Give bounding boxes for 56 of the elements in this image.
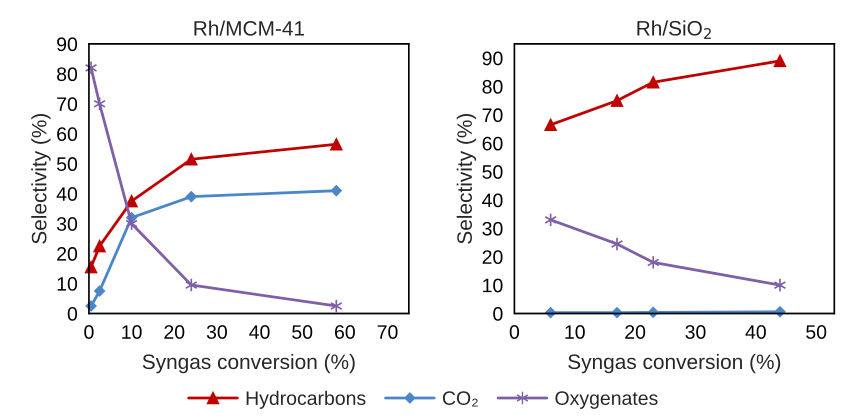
chart-title: Rh/SiO$_{2}$ bbox=[637, 20, 711, 39]
y-tick-label: 90 bbox=[57, 37, 78, 52]
y-tick-label: 0 bbox=[493, 306, 503, 321]
x-axis-title: Syngas conversion (%) bbox=[142, 354, 355, 374]
y-tick-label: 40 bbox=[56, 187, 78, 201]
x-tick-label: 60 bbox=[335, 325, 355, 339]
point bbox=[185, 152, 198, 166]
x-tick-label: 10 bbox=[565, 325, 585, 339]
y-tick-label: 20 bbox=[482, 250, 503, 264]
y-tick-label: 80 bbox=[482, 80, 503, 94]
y-tick-label: 70 bbox=[57, 97, 78, 112]
point bbox=[544, 118, 557, 132]
x-tick-label: 20 bbox=[625, 325, 646, 339]
point bbox=[330, 138, 343, 150]
legend-label: CO₂ bbox=[442, 391, 478, 406]
x-tick-label: 40 bbox=[249, 325, 270, 339]
point bbox=[610, 94, 624, 107]
point bbox=[646, 76, 660, 88]
x-tick-label: 0 bbox=[510, 325, 520, 339]
chart-title: Rh/MCM-41 bbox=[194, 20, 304, 36]
legend-label: Hydrocarbons bbox=[246, 390, 366, 409]
point bbox=[774, 54, 786, 68]
y-tick-label: 60 bbox=[57, 127, 78, 141]
y-tick-label: 60 bbox=[482, 136, 503, 150]
x-tick-label: 50 bbox=[292, 325, 312, 339]
x-tick-label: 20 bbox=[164, 325, 184, 339]
y-tick-label: 50 bbox=[482, 165, 503, 179]
y-tick-label: 0 bbox=[68, 306, 78, 321]
legend-label: Oxygenates bbox=[555, 391, 658, 409]
x-tick-label: 40 bbox=[745, 325, 766, 339]
point bbox=[93, 240, 106, 252]
y-tick-label: 40 bbox=[482, 193, 503, 208]
point bbox=[186, 191, 197, 202]
point bbox=[610, 236, 624, 252]
point bbox=[94, 285, 106, 297]
y-tick-label: 90 bbox=[482, 52, 503, 66]
x-tick-label: 50 bbox=[806, 325, 826, 339]
point bbox=[330, 185, 342, 196]
x-tick-label: 0 bbox=[84, 325, 94, 339]
x-axis-title: Syngas conversion (%) bbox=[568, 354, 780, 374]
y-tick-label: 20 bbox=[57, 247, 78, 261]
y-axis-title: Selectivity (%) bbox=[31, 114, 51, 244]
y-axis-title: Selectivity (%) bbox=[456, 114, 476, 244]
y-tick-label: 70 bbox=[482, 108, 503, 122]
y-tick-label: 50 bbox=[56, 157, 78, 171]
y-tick-label: 30 bbox=[56, 217, 78, 231]
x-tick-label: 10 bbox=[122, 325, 142, 339]
point bbox=[125, 194, 138, 208]
y-tick-label: 30 bbox=[482, 222, 503, 236]
x-tick-label: 30 bbox=[685, 325, 706, 339]
y-tick-label: 80 bbox=[57, 67, 78, 82]
x-tick-label: 70 bbox=[378, 325, 398, 339]
y-tick-label: 10 bbox=[58, 277, 78, 291]
x-tick-label: 30 bbox=[206, 325, 227, 339]
y-tick-label: 10 bbox=[483, 278, 503, 292]
point bbox=[774, 278, 786, 292]
